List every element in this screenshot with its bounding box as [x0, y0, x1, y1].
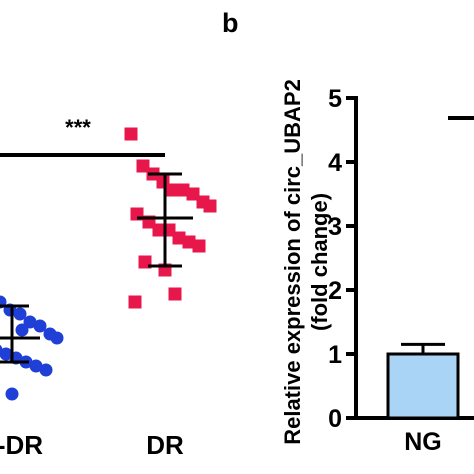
y-axis-label: Relative expression of circ_UBAP2: [280, 79, 305, 445]
dr-point: [168, 287, 182, 301]
panel-b-bar-chart: 0 1 2 3 4 5 NG Relative expression of circ_UBAP…: [280, 79, 474, 456]
non-dr-point: [13, 307, 27, 321]
dr-point: [192, 239, 206, 253]
dr-point: [203, 199, 217, 213]
y-tick-label: 2: [328, 277, 342, 305]
significance-label: ***: [65, 115, 91, 140]
ng-bar: [386, 352, 460, 420]
non-dr-point: [50, 331, 64, 345]
non-dr-point: [23, 315, 37, 329]
dr-point: [128, 295, 142, 309]
non-dr-point: [39, 363, 53, 377]
y-tick-label: 4: [328, 149, 342, 177]
panel-b-label: b: [222, 8, 239, 38]
dr-point: [124, 127, 138, 141]
non-dr-point: [15, 323, 29, 337]
x-category-label: DR: [146, 430, 184, 460]
dr-point: [152, 223, 166, 237]
non-dr-point: [33, 319, 47, 333]
dr-point: [176, 183, 190, 197]
x-category-label: NG: [404, 428, 442, 456]
non-dr-point: [29, 359, 43, 373]
non-dr-point: [0, 347, 13, 361]
dr-point: [136, 159, 150, 173]
y-tick-label: 0: [328, 405, 342, 433]
y-tick-label: 3: [328, 213, 342, 241]
y-tick-label: 1: [328, 341, 342, 369]
y-axis-label-unit: (fold change): [307, 193, 332, 331]
non-dr-point: [5, 387, 19, 401]
dr-point: [166, 183, 180, 197]
dr-point: [172, 231, 186, 245]
y-tick-label: 5: [328, 85, 342, 113]
dr-point: [182, 235, 196, 249]
dr-point: [186, 187, 200, 201]
x-category-label: n-DR: [0, 430, 43, 460]
panel-a-scatter-chart: *** n-DR DR: [0, 115, 217, 460]
